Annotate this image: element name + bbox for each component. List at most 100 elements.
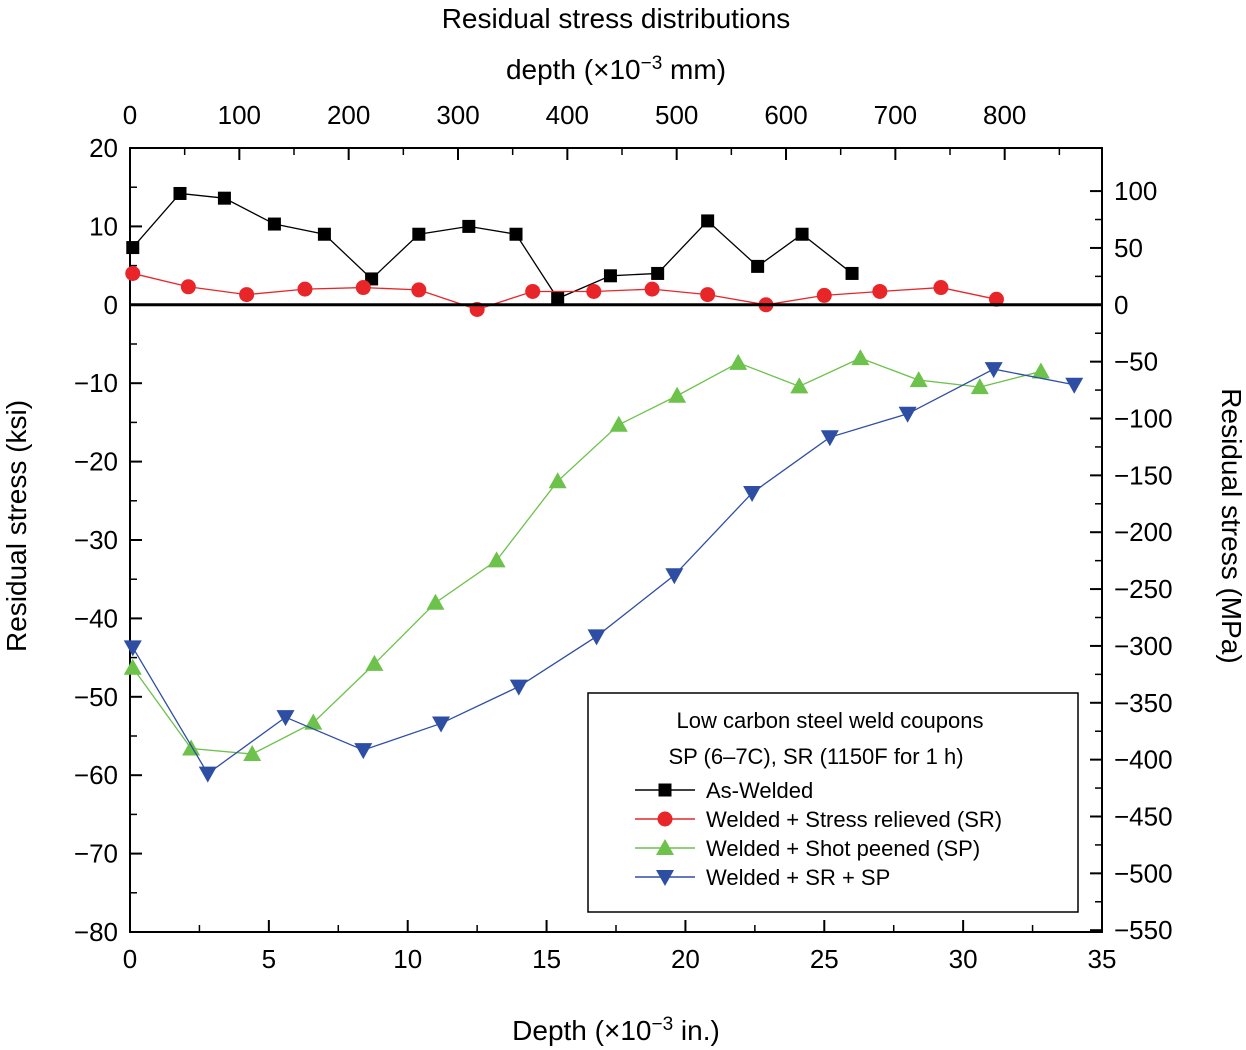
y-tick-label: −80 (74, 917, 118, 947)
data-point (790, 377, 809, 394)
y2-tick-label: −300 (1114, 631, 1173, 661)
data-point (729, 353, 748, 370)
data-point (487, 551, 506, 568)
y2-tick-label: −450 (1114, 801, 1173, 831)
y-tick-label: −40 (74, 603, 118, 633)
data-point (198, 766, 217, 783)
data-point (355, 280, 371, 296)
data-point (816, 287, 832, 303)
top-tick-label: 400 (546, 100, 589, 130)
data-point (354, 743, 373, 760)
y-tick-label: −30 (74, 525, 118, 555)
y2-tick-label: −150 (1114, 460, 1173, 490)
data-point (820, 430, 839, 447)
legend-entry: As-Welded (635, 778, 813, 803)
data-point (551, 292, 565, 306)
y-tick-label: 0 (104, 290, 118, 320)
y-axis-label: Residual stress (ksi) (1, 400, 32, 652)
y-tick-label: −60 (74, 760, 118, 790)
y2-tick-label: −350 (1114, 688, 1173, 718)
series-2 (125, 265, 1004, 318)
data-point (525, 283, 541, 299)
top-tick-label: 600 (764, 100, 807, 130)
legend-marker (656, 839, 674, 855)
y-tick-label: 10 (89, 211, 118, 241)
x-tick-label: 30 (949, 944, 978, 974)
data-point (644, 281, 660, 297)
data-point (586, 283, 602, 299)
data-point (123, 658, 142, 675)
y2-tick-label: −550 (1114, 915, 1173, 945)
legend-entry: Welded + Stress relieved (SR) (635, 807, 1002, 832)
data-point (984, 362, 1003, 379)
data-point (317, 227, 331, 241)
series-3 (123, 349, 1050, 762)
top-tick-label: 700 (874, 100, 917, 130)
series-1 (126, 186, 859, 306)
data-point (970, 378, 989, 395)
data-point (123, 640, 142, 657)
data-point (743, 485, 762, 502)
y-tick-label: −50 (74, 682, 118, 712)
data-point (509, 227, 523, 241)
top-tick-label: 500 (655, 100, 698, 130)
data-point (276, 710, 295, 727)
top-axis-label: depth (×10−3 mm) (506, 53, 726, 85)
data-point (548, 472, 567, 489)
legend-marker (657, 811, 673, 827)
data-point (411, 282, 427, 298)
series-line (132, 272, 997, 311)
x-tick-label: 10 (393, 944, 422, 974)
series-line (132, 357, 1042, 755)
legend-label: As-Welded (706, 778, 813, 803)
x-tick-label: 0 (123, 944, 137, 974)
top-tick-label: 100 (218, 100, 261, 130)
y-tick-label: −10 (74, 368, 118, 398)
y2-tick-label: −50 (1114, 347, 1158, 377)
y2-tick-label: 100 (1114, 176, 1157, 206)
y2-tick-label: −250 (1114, 574, 1173, 604)
data-point (795, 227, 809, 241)
series-4 (123, 362, 1084, 783)
data-point (243, 745, 262, 762)
data-point (432, 716, 451, 733)
y-tick-label: −20 (74, 447, 118, 477)
data-point (651, 266, 665, 280)
legend-entry: Welded + SR + SP (635, 865, 890, 890)
data-point (898, 406, 917, 423)
x-axis-label: Depth (×10−3 in.) (512, 1014, 720, 1046)
legend-title: Low carbon steel weld coupons (677, 708, 984, 733)
data-point (851, 349, 870, 366)
data-point (872, 283, 888, 299)
data-point (297, 281, 313, 297)
top-tick-label: 800 (983, 100, 1026, 130)
data-point (412, 227, 426, 241)
bottom-axis-ticks: 0 5 10 15 20 25 30 35 (123, 920, 1116, 974)
y2-tick-label: −400 (1114, 745, 1173, 775)
data-point (1031, 362, 1050, 379)
data-point (603, 269, 617, 283)
legend-marker (658, 783, 672, 797)
data-point (180, 279, 196, 295)
y-tick-label: 20 (89, 133, 118, 163)
data-point (426, 593, 445, 610)
y-tick-label: −70 (74, 839, 118, 869)
data-point (509, 679, 528, 696)
data-point (988, 291, 1004, 307)
data-point (1065, 377, 1084, 394)
y2-tick-label: −500 (1114, 858, 1173, 888)
data-point (267, 217, 281, 231)
y2-tick-label: −200 (1114, 517, 1173, 547)
y2-tick-label: 0 (1114, 290, 1128, 320)
legend-label: Welded + SR + SP (706, 865, 890, 890)
data-point (239, 287, 255, 303)
data-point (587, 629, 606, 646)
data-point (173, 186, 187, 200)
data-point (700, 287, 716, 303)
legend-subtitle: SP (6–7C), SR (1150F for 1 h) (668, 744, 963, 769)
data-point (933, 280, 949, 296)
data-point (125, 265, 141, 281)
chart-title: Residual stress distributions (442, 3, 791, 34)
legend: Low carbon steel weld coupons SP (6–7C),… (587, 692, 1079, 913)
